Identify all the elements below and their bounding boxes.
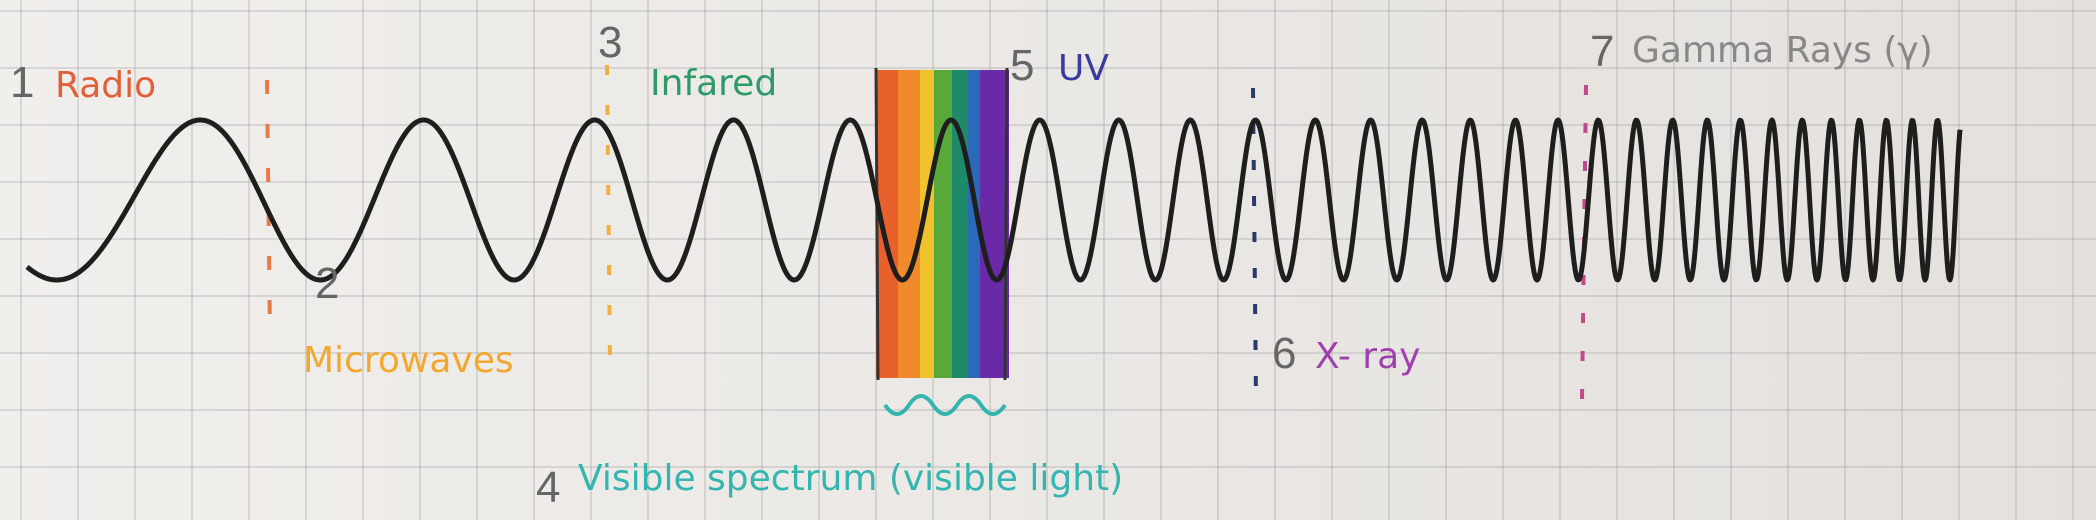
band-label: X- ray [1315,336,1420,377]
band-label: Infared [650,63,777,104]
divider [605,64,612,361]
band-label: Radio [55,65,156,106]
spectrum-brace [883,394,1007,416]
band-number: 1 [10,58,34,107]
divider [1251,87,1258,401]
band-label: Gamma Rays (γ) [1632,30,1933,71]
band-label: UV [1058,48,1109,89]
wave [25,117,1963,283]
band-number: 7 [1590,27,1614,76]
spectrum-block [874,67,1009,381]
band-number: 2 [315,259,339,308]
band-number: 5 [1010,41,1034,90]
band-label: Microwaves [303,340,514,381]
band-label: Visible spectrum (visible light) [578,458,1123,499]
band-number: 4 [536,463,560,512]
band-number: 6 [1272,329,1296,378]
band-number: 3 [598,18,622,67]
